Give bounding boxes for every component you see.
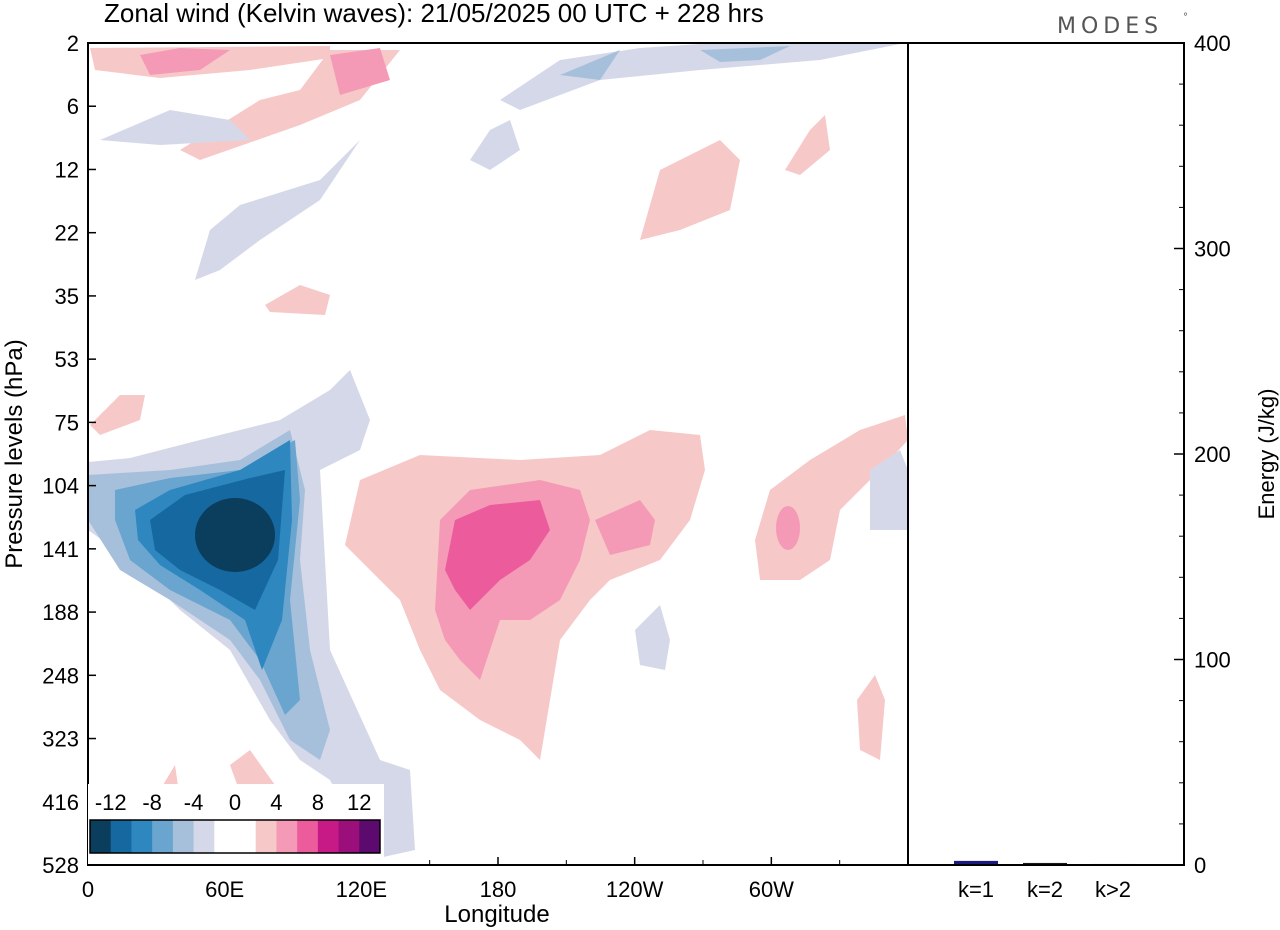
energy-category-label: k=2 (1027, 877, 1063, 902)
contour-pos-6 (776, 506, 800, 550)
contour-neg-right-1 (870, 450, 908, 530)
contour-pos-upper-1 (90, 395, 145, 435)
contour-pos-4 (595, 500, 655, 555)
colorbar-swatch (90, 820, 112, 853)
colorbar-swatch (110, 820, 132, 853)
energy-tick-label: 0 (1194, 853, 1206, 878)
energy-category-label: k=1 (958, 877, 994, 902)
energy-panel-frame (907, 42, 1185, 866)
y-tick-label: 528 (42, 853, 79, 878)
y-tick-label: 22 (55, 221, 79, 246)
contour-neg-strat-1 (500, 44, 900, 110)
y-tick-label: 141 (42, 537, 79, 562)
contour-pos-strat-6 (785, 115, 830, 175)
colorbar-swatch (131, 820, 153, 853)
contour-neg-strat-2 (560, 50, 620, 80)
y-tick-label: 6 (67, 94, 79, 119)
colorbar-label: 8 (312, 790, 324, 815)
contour-neg-strat-5 (100, 110, 250, 145)
y-tick-label: 188 (42, 600, 79, 625)
colorbar-swatch (359, 820, 381, 853)
colorbar: -12 -8 -4 0 4 8 12 (88, 784, 384, 864)
colorbar-label: -8 (142, 790, 162, 815)
y-tick-label: 323 (42, 727, 79, 752)
y-tick-label: 248 (42, 663, 79, 688)
contour-neg-right-2 (635, 605, 670, 670)
contour-neg-core (195, 498, 275, 572)
y-tick-label: 2 (67, 31, 79, 56)
contour-pos-strat-7 (265, 285, 330, 315)
colorbar-swatch (172, 820, 195, 853)
contour-pos-3 (445, 500, 550, 610)
y-tick-label: 12 (55, 157, 79, 182)
colorbar-swatch (317, 820, 340, 853)
wind-contour-field (88, 44, 908, 860)
contour-pos-strat-4 (330, 48, 390, 95)
y-tick-label: 35 (55, 284, 79, 309)
colorbar-label: -12 (95, 790, 127, 815)
colorbar-swatch (235, 820, 257, 853)
x-tick-label: 120E (336, 877, 387, 902)
energy-tick-label: 400 (1194, 31, 1231, 56)
colorbar-outline (89, 819, 381, 854)
colorbar-swatch (297, 820, 319, 853)
y-tick-label: 75 (55, 410, 79, 435)
colorbar-label: 0 (229, 790, 241, 815)
y-axis-ticks: 2 6 12 22 35 53 75 104 141 188 248 323 416 528 (42, 31, 96, 878)
contour-neg-strat-3 (700, 46, 790, 62)
energy-category-label: k>2 (1095, 877, 1131, 902)
energy-axis-label: Energy (J/kg) (1254, 389, 1279, 520)
colorbar-label: -4 (184, 790, 204, 815)
x-axis-ticks: 0 60E 120E 180 120W 60W (82, 857, 841, 902)
energy-tick-label: 300 (1194, 237, 1231, 262)
energy-bar-1 (954, 860, 998, 865)
contour-neg-strat-4 (195, 140, 360, 280)
brand-logo-mark: ° (1183, 12, 1193, 23)
contour-neg-strat-6 (470, 120, 520, 170)
x-tick-label: 60W (749, 877, 794, 902)
y-axis-label: Pressure levels (hPa) (1, 339, 28, 568)
contour-pos-right-1 (857, 675, 885, 760)
colorbar-swatch (193, 820, 215, 853)
energy-axis-ticks: 0 100 200 300 400 (1174, 31, 1231, 878)
x-tick-label: 60E (205, 877, 244, 902)
energy-tick-label: 200 (1194, 442, 1231, 467)
colorbar-label: 4 (270, 790, 282, 815)
colorbar-swatch (152, 820, 174, 853)
y-tick-label: 416 (42, 790, 79, 815)
x-tick-label: 120W (606, 877, 664, 902)
y-tick-label: 104 (42, 474, 79, 499)
contour-pos-strat-3 (140, 48, 230, 75)
colorbar-swatch (255, 820, 277, 853)
colorbar-swatch (276, 820, 298, 853)
colorbar-swatch (338, 820, 360, 853)
x-tick-label: 0 (82, 877, 94, 902)
energy-tick-label: 100 (1194, 648, 1231, 673)
energy-bar-2 (1023, 862, 1067, 865)
chart-title: Zonal wind (Kelvin waves): 21/05/2025 00… (104, 0, 764, 28)
contour-pos-strat-5 (640, 140, 740, 240)
y-tick-label: 53 (55, 347, 79, 372)
energy-category-labels: k=1 k=2 k>2 (958, 877, 1131, 902)
brand-logo: MODES (1057, 14, 1163, 39)
x-tick-label: 180 (480, 877, 517, 902)
colorbar-label: 12 (347, 790, 371, 815)
colorbar-swatch (214, 820, 236, 853)
x-axis-label: Longitude (444, 901, 549, 928)
